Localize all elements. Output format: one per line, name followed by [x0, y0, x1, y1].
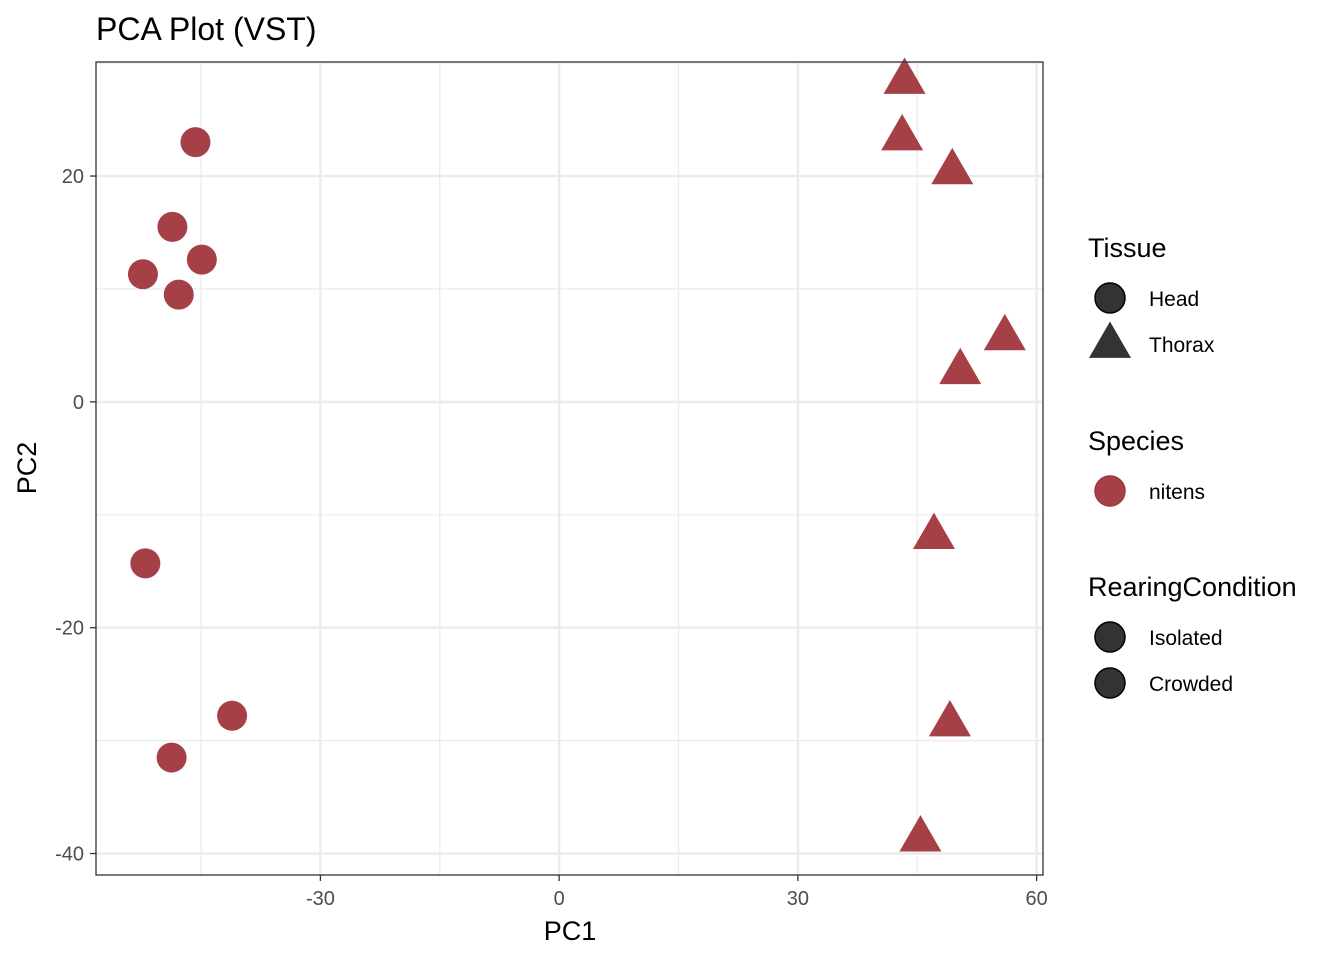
x-tick-label: 0: [554, 888, 565, 910]
data-point-head: [163, 279, 194, 310]
data-point-thorax: [881, 113, 924, 151]
plot-panel: [95, 57, 1044, 876]
x-tick-label: 60: [1026, 888, 1048, 910]
data-point-head: [157, 211, 188, 242]
data-point-head: [127, 259, 158, 290]
legend-label-head: Head: [1149, 288, 1199, 311]
legend-key-head: [1094, 282, 1126, 314]
data-point-thorax: [928, 700, 971, 737]
y-axis-title: PC2: [12, 442, 42, 495]
x-tick-label: 30: [787, 888, 809, 910]
data-point-head: [217, 700, 248, 731]
data-point-head: [130, 548, 161, 579]
legend-key-thorax: [1089, 321, 1131, 358]
data-point-thorax: [939, 347, 982, 385]
y-axis: -40 -20 0 20: [55, 166, 96, 866]
data-point-head: [180, 127, 211, 158]
legend-title-species: Species: [1088, 426, 1184, 456]
y-tick-label: 0: [73, 392, 84, 414]
legend-label-nitens: nitens: [1149, 481, 1205, 504]
data-point-thorax: [912, 512, 955, 549]
legend-title-rearingcondition: RearingCondition: [1088, 572, 1297, 602]
legend-label-crowded: Crowded: [1149, 673, 1233, 696]
data-point-thorax: [983, 313, 1026, 351]
data-point-thorax: [883, 57, 926, 94]
panel-border: [95, 61, 1044, 876]
y-tick-label: -20: [55, 618, 84, 640]
y-tick-label: -40: [55, 844, 84, 866]
data-point-thorax: [899, 815, 942, 852]
y-tick-label: 20: [62, 166, 84, 188]
legend-label-isolated: Isolated: [1149, 627, 1223, 650]
legend: Tissue Head Thorax Species nitens RearingCond…: [1088, 233, 1297, 699]
legend-title-tissue: Tissue: [1088, 233, 1167, 263]
chart-title: PCA Plot (VST): [96, 11, 317, 47]
x-axis-title: PC1: [544, 916, 597, 946]
legend-key-isolated: [1094, 621, 1126, 653]
legend-key-nitens: [1094, 475, 1126, 507]
data-point-head: [186, 244, 217, 275]
x-axis: -30 0 30 60: [306, 875, 1048, 910]
x-tick-label: -30: [306, 888, 335, 910]
data-point-thorax: [931, 147, 974, 185]
legend-label-thorax: Thorax: [1149, 334, 1215, 357]
data-point-head: [156, 742, 187, 773]
panel-background: [96, 62, 1043, 875]
legend-key-crowded: [1094, 667, 1126, 699]
